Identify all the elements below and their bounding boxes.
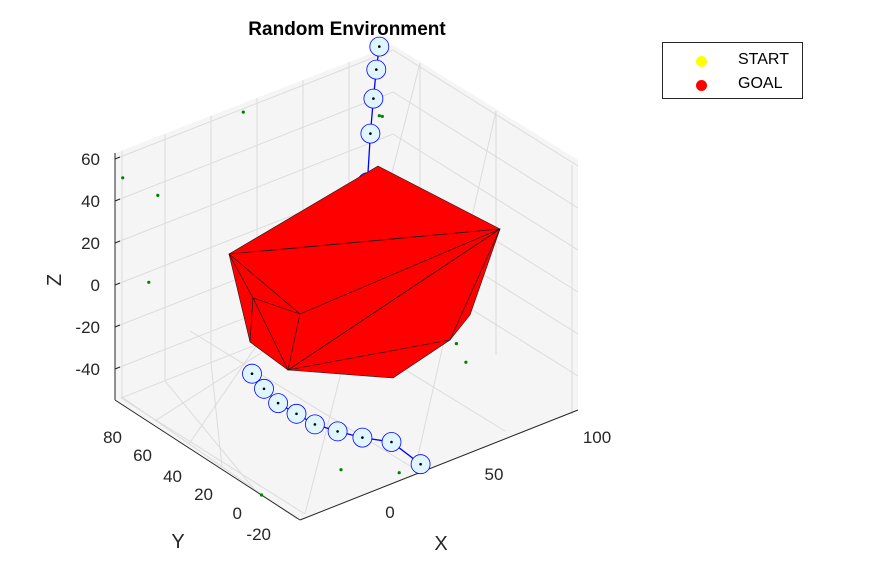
path-waypoint-center — [262, 387, 266, 391]
x-tick-labels: 0 50 100 — [385, 428, 611, 522]
floor-grid-a — [120, 397, 306, 515]
path-waypoint-center — [361, 436, 364, 439]
z-tick-labels: 60 40 20 0 -20 -40 — [75, 150, 100, 379]
chart-title: Random Environment — [248, 19, 446, 40]
y-tick-label: -20 — [246, 525, 271, 544]
z-tick-label: -20 — [75, 318, 100, 337]
obstacle-polyhedron — [228, 165, 501, 379]
z-tick-0 — [114, 282, 121, 286]
x-grid-50 — [414, 110, 497, 470]
z-grid-60 — [114, 49, 579, 167]
legend-label-goal: GOAL — [738, 75, 783, 92]
path-waypoint-center — [295, 412, 298, 416]
y-axis-label: Y — [171, 531, 184, 553]
path-waypoint-center — [336, 430, 339, 433]
y-tick-label: 60 — [133, 446, 152, 465]
path-waypoint-center — [390, 440, 393, 444]
scatter-point — [339, 468, 343, 472]
obstacle-edge — [264, 228, 501, 252]
scatter-point — [156, 193, 160, 197]
path-waypoint-center — [276, 401, 280, 405]
z-tick-20 — [114, 240, 121, 244]
path-front — [242, 363, 431, 475]
tick-marks — [114, 156, 121, 370]
obstacle-face — [449, 228, 501, 341]
scatter-point — [454, 342, 458, 346]
z-tick-label: 40 — [81, 192, 100, 211]
scatter-point — [397, 471, 401, 475]
y-tick-label: 20 — [194, 485, 213, 504]
obstacle-face — [249, 297, 289, 371]
z-axis-label: Z — [44, 274, 66, 286]
z-tick-label: 20 — [81, 234, 100, 253]
scatter-point — [147, 280, 151, 284]
x-tick-label: 50 — [485, 465, 504, 484]
scatter-point — [377, 114, 381, 118]
path-waypoint-center — [378, 45, 381, 48]
legend-entry-start: START — [663, 50, 802, 72]
scatter-point — [259, 493, 264, 497]
legend-label-start: START — [738, 51, 789, 68]
scatter-point — [241, 110, 245, 114]
z-grid-20 — [114, 133, 579, 251]
x-axis-line — [299, 409, 579, 521]
path-waypoint-center — [419, 462, 422, 466]
y-grid-m20 — [121, 151, 298, 520]
x-tick-label: 0 — [385, 503, 394, 522]
path-waypoint-center — [375, 68, 378, 71]
legend-entry-goal: GOAL — [663, 74, 802, 96]
z-tick-label: 0 — [91, 276, 100, 295]
y-tick-label: 40 — [163, 467, 182, 486]
x-axis-label: X — [434, 533, 447, 555]
path-waypoint-center — [369, 132, 372, 135]
z-tick-label: 60 — [81, 150, 100, 169]
z-tick-40 — [114, 198, 121, 202]
floor-grid-b — [189, 330, 416, 470]
scatter-point — [464, 360, 468, 364]
obstacle-face — [287, 339, 451, 379]
z-tick-m20 — [114, 324, 121, 328]
y-tick-label: 80 — [103, 428, 122, 447]
z-tick-label: -40 — [75, 360, 100, 379]
path-waypoint-center — [372, 97, 375, 100]
floor — [115, 289, 578, 520]
path-waypoint-center — [250, 372, 254, 376]
obstacle-edge — [287, 228, 501, 371]
z-tick-m40 — [114, 366, 121, 370]
path-waypoint-center — [313, 423, 317, 426]
y-tick-label: 0 — [233, 504, 242, 523]
goal-marker-icon — [696, 80, 707, 91]
start-marker-icon — [696, 56, 707, 67]
y-tick-labels: 80 60 40 20 0 -20 — [103, 428, 271, 544]
scatter-point — [380, 114, 384, 118]
scatter-point — [121, 176, 125, 180]
z-grid-40 — [114, 91, 579, 209]
x-tick-label: 100 — [583, 428, 611, 447]
axis-lines — [114, 153, 579, 521]
y-axis-line — [114, 399, 301, 521]
z-tick-60 — [114, 156, 121, 160]
legend: START GOAL — [662, 42, 803, 99]
